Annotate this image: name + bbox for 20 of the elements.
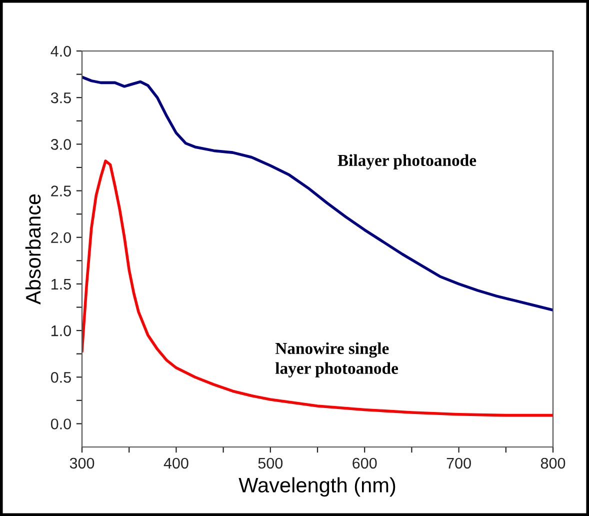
y-tick-label: 4.0 <box>50 46 71 57</box>
y-tick-label: 1.5 <box>52 278 71 290</box>
y-tick-label: 3.0 <box>50 139 71 150</box>
line-series <box>82 76 553 312</box>
x-tick-label: 800 <box>540 458 566 469</box>
x-tick-label: 600 <box>352 458 377 469</box>
y-tick-label: 1.0 <box>52 325 71 336</box>
y-tick-label: 0.0 <box>50 418 71 430</box>
annotation: Bilayer photoanode <box>338 154 476 170</box>
y-tick-label: 0.5 <box>50 372 71 383</box>
y-tick-label: 3.5 <box>50 92 71 104</box>
y-axis-title: Absorbance <box>25 194 41 305</box>
x-axis-title: Wavelength (nm) <box>238 477 396 497</box>
x-tick-label: 400 <box>164 458 188 469</box>
x-tick-label: 300 <box>70 458 94 469</box>
x-tick-label: 500 <box>258 458 283 469</box>
annotation: Nanowire single layer photoanode <box>275 342 398 378</box>
y-tick-label: 2.5 <box>51 186 71 196</box>
y-tick-label: 2.0 <box>51 232 71 244</box>
x-tick-label: 700 <box>446 458 471 469</box>
